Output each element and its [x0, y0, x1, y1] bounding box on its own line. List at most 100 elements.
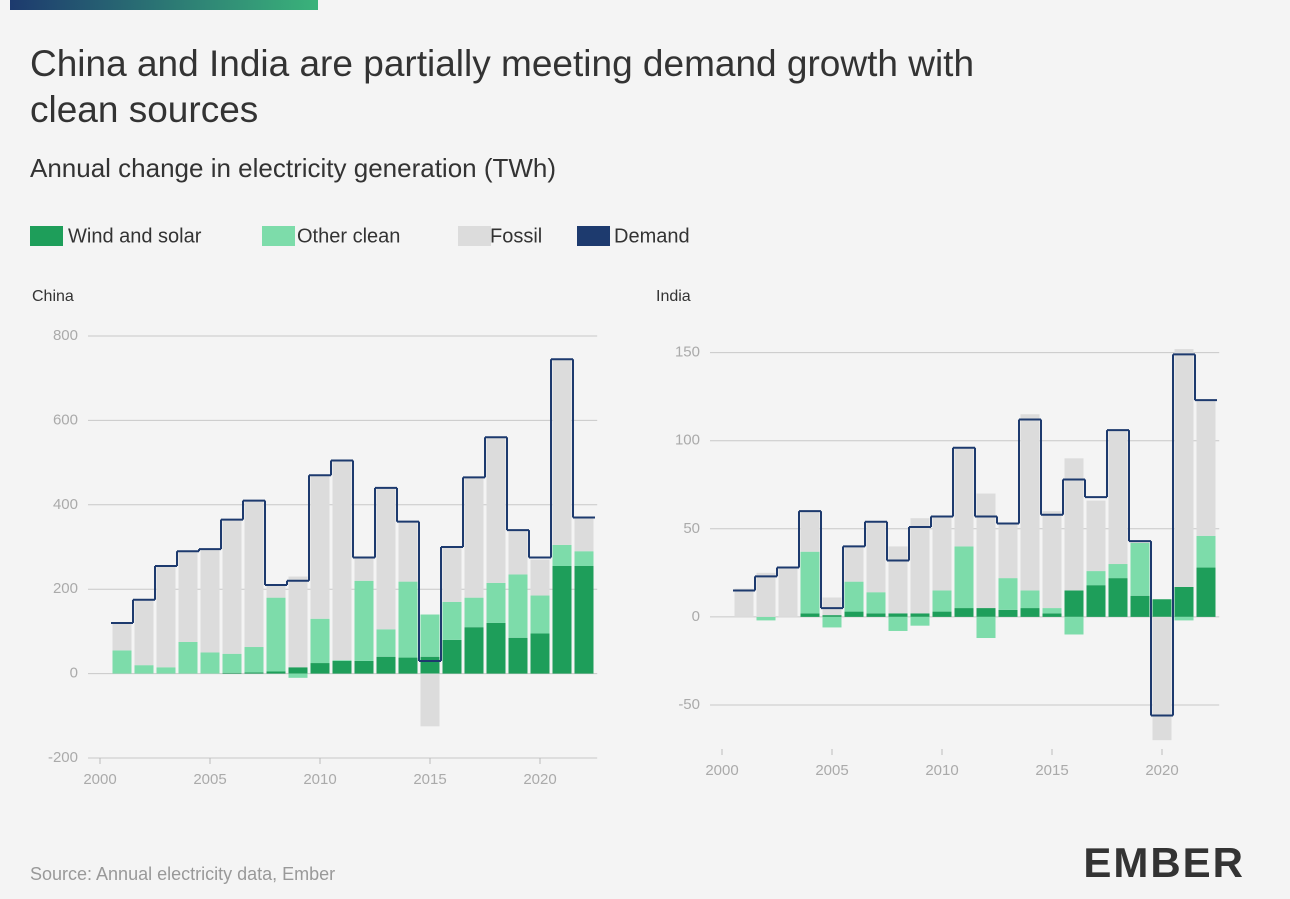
bar	[756, 616, 776, 621]
x-tick-label: 2005	[193, 771, 226, 788]
bar	[178, 641, 198, 674]
bar	[998, 609, 1018, 617]
bar	[1174, 586, 1194, 617]
bar	[376, 656, 396, 674]
bar	[112, 622, 132, 651]
x-tick-label: 2010	[303, 771, 336, 788]
bar	[954, 546, 974, 609]
legend-swatch	[458, 226, 491, 246]
bar	[376, 487, 396, 630]
y-tick-label: 400	[53, 496, 78, 513]
legend-swatch	[577, 226, 610, 246]
y-tick-label: -50	[678, 696, 700, 713]
legend-label: Other clean	[297, 225, 400, 247]
bar	[156, 667, 176, 674]
bar	[1042, 511, 1062, 609]
bar	[354, 660, 374, 674]
y-tick-label: 200	[53, 580, 78, 597]
bar	[134, 665, 154, 674]
bar	[266, 671, 286, 674]
bar	[1152, 616, 1172, 741]
bar	[844, 611, 864, 617]
bar	[244, 500, 264, 648]
bar	[156, 565, 176, 668]
bar	[222, 672, 242, 674]
bar	[288, 576, 308, 668]
y-tick-label: 50	[683, 520, 700, 537]
bar	[574, 565, 594, 674]
bar	[464, 477, 484, 598]
legend-label: Demand	[614, 225, 690, 247]
legend-swatch	[262, 226, 295, 246]
bar	[1064, 458, 1084, 591]
x-tick-label: 2005	[815, 762, 848, 779]
bar	[574, 551, 594, 566]
bar	[778, 567, 798, 617]
bar	[910, 613, 930, 617]
bar	[734, 588, 754, 617]
bar	[508, 530, 528, 575]
bar	[552, 359, 572, 545]
bar	[310, 475, 330, 619]
bar	[1196, 400, 1216, 536]
bar	[844, 546, 864, 582]
panel-title: India	[656, 288, 691, 305]
x-tick-label: 2020	[523, 771, 556, 788]
bar	[1086, 571, 1106, 586]
bar	[910, 616, 930, 626]
y-tick-label: 800	[53, 327, 78, 344]
bar	[1020, 414, 1040, 591]
bar	[376, 629, 396, 657]
x-tick-label: 2015	[1035, 762, 1068, 779]
bar	[1020, 608, 1040, 617]
bar	[508, 574, 528, 638]
bar	[288, 673, 308, 678]
bar	[954, 447, 974, 547]
bar	[1086, 585, 1106, 617]
bar	[398, 657, 418, 674]
bar	[976, 616, 996, 639]
bar	[398, 521, 418, 582]
bar	[222, 519, 242, 654]
bar	[932, 590, 952, 612]
bar	[310, 663, 330, 674]
bar	[866, 521, 886, 593]
bar	[442, 601, 462, 640]
bar	[1130, 542, 1150, 596]
bar	[800, 613, 820, 617]
bar	[866, 592, 886, 614]
bar	[1130, 595, 1150, 617]
y-tick-label: 100	[675, 432, 700, 449]
bar	[998, 578, 1018, 610]
bar	[932, 516, 952, 591]
bar	[200, 652, 220, 674]
bar	[844, 581, 864, 612]
x-tick-label: 2010	[925, 762, 958, 779]
bar	[822, 615, 842, 617]
bar	[134, 599, 154, 666]
bar	[486, 437, 506, 583]
bar	[530, 633, 550, 674]
bar	[288, 667, 308, 674]
bar	[888, 546, 908, 614]
bar	[464, 627, 484, 674]
bar	[552, 544, 572, 566]
bar	[910, 518, 930, 614]
subtitle: Annual change in electricity generation …	[30, 153, 556, 183]
bar	[574, 517, 594, 552]
x-tick-label: 2015	[413, 771, 446, 788]
bar	[998, 523, 1018, 579]
legend-swatch	[30, 226, 63, 246]
bar	[800, 511, 820, 552]
bar	[398, 581, 418, 658]
bar	[976, 608, 996, 617]
bar	[866, 613, 886, 617]
bar	[1174, 349, 1194, 587]
y-tick-label: 0	[692, 608, 700, 625]
bar	[486, 582, 506, 623]
bar	[530, 559, 550, 596]
bar	[442, 639, 462, 674]
bar	[508, 637, 528, 674]
